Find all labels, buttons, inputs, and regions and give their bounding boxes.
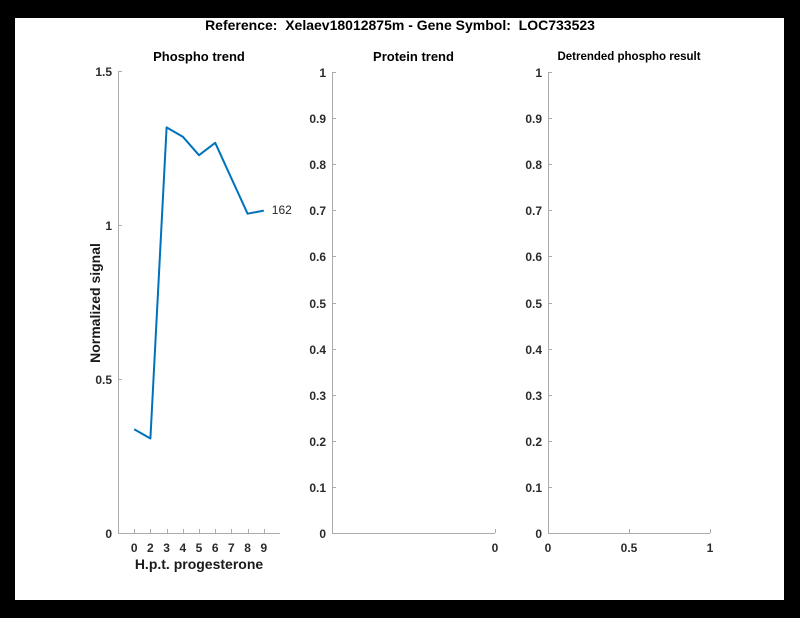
y-tick-label: 0.4	[525, 342, 542, 357]
y-tick-label: 0.7	[525, 204, 542, 219]
y-tick-label: 0.5	[95, 373, 112, 387]
y-tick-label: 0.4	[309, 342, 326, 357]
y-tick-label: 0.5	[309, 296, 326, 311]
subplot-title: Phospho trend	[153, 49, 245, 64]
y-tick-mark	[332, 210, 336, 212]
x-tick-mark	[166, 529, 168, 533]
subplot-title: Protein trend	[373, 49, 454, 64]
y-tick-mark	[118, 533, 122, 534]
y-tick-label: 0.1	[309, 480, 326, 495]
x-axis-label: H.p.t. progesterone	[134, 556, 264, 572]
y-tick-label: 0.1	[525, 480, 542, 495]
y-tick-mark	[548, 348, 552, 350]
y-tick-label: 0.3	[309, 388, 326, 403]
y-tick-label: 0.8	[309, 158, 326, 173]
y-tick-mark	[548, 210, 552, 212]
x-tick-mark	[247, 529, 249, 533]
axes-box	[332, 73, 495, 534]
y-tick-mark	[332, 302, 336, 304]
y-tick-label: 0.2	[309, 434, 326, 449]
y-tick-label: 0.8	[525, 158, 542, 173]
y-tick-label: 0.5	[525, 296, 542, 311]
axes-box	[548, 73, 710, 534]
y-tick-mark	[332, 440, 336, 442]
y-tick-mark	[118, 224, 122, 226]
x-tick-label: 2	[147, 541, 154, 555]
y-tick-label: 0.6	[309, 250, 326, 265]
x-tick-mark	[548, 529, 549, 533]
x-tick-label: 9	[260, 541, 268, 555]
series-end-label: 162	[271, 203, 292, 218]
x-tick-mark	[215, 529, 217, 533]
y-tick-label: 0.9	[309, 112, 326, 127]
x-tick-label: 5	[195, 541, 203, 555]
y-tick-mark	[548, 486, 552, 488]
x-tick-mark	[199, 529, 200, 533]
x-tick-label: 0	[544, 541, 552, 555]
x-tick-label: 4	[179, 541, 187, 555]
x-tick-mark	[710, 529, 711, 533]
y-tick-mark	[332, 486, 336, 488]
y-tick-label: 0.9	[525, 112, 542, 127]
y-tick-label: 0.2	[525, 434, 542, 449]
axes-box	[118, 72, 280, 534]
y-tick-mark	[332, 533, 336, 534]
x-tick-label: 6	[211, 541, 219, 555]
y-axis-label: Normalized signal	[87, 243, 103, 363]
y-tick-mark	[548, 164, 552, 166]
x-tick-mark	[150, 529, 152, 533]
y-tick-mark	[332, 348, 336, 350]
figure-title: Reference: Xelaev18012875m - Gene Symbol…	[205, 17, 595, 33]
x-tick-mark	[263, 529, 265, 533]
x-tick-mark	[629, 529, 630, 533]
y-tick-label: 0	[105, 527, 112, 541]
y-tick-label: 0.6	[525, 250, 542, 265]
trend-polyline	[133, 126, 264, 440]
y-tick-mark	[548, 394, 552, 396]
x-tick-label: 0.5	[620, 541, 638, 555]
y-tick-mark	[548, 256, 552, 258]
y-tick-label: 1	[535, 66, 542, 80]
y-tick-mark	[332, 394, 336, 396]
x-tick-mark	[231, 529, 233, 533]
y-tick-label: 1.5	[95, 65, 112, 79]
y-tick-mark	[548, 440, 552, 442]
x-tick-label: 0	[130, 541, 138, 555]
y-tick-label: 1	[319, 66, 326, 80]
y-tick-mark	[548, 72, 552, 73]
y-tick-mark	[118, 71, 122, 72]
y-tick-mark	[332, 72, 336, 73]
y-tick-label: 0.7	[309, 204, 326, 219]
y-tick-mark	[332, 256, 336, 258]
y-tick-label: 0	[319, 527, 326, 541]
x-tick-label: 8	[244, 541, 251, 555]
x-tick-label: 0	[491, 541, 499, 555]
y-tick-mark	[332, 118, 336, 120]
y-tick-mark	[548, 533, 552, 534]
y-tick-label: 0.3	[525, 388, 542, 403]
x-tick-mark	[182, 529, 184, 533]
x-tick-mark	[134, 529, 136, 533]
y-tick-mark	[332, 164, 336, 166]
x-tick-label: 3	[163, 541, 170, 555]
y-tick-label: 1	[105, 218, 112, 233]
y-tick-mark	[548, 302, 552, 304]
subplot-title: Detrended phospho result	[557, 51, 701, 63]
x-tick-label: 1	[706, 541, 714, 555]
y-tick-mark	[118, 379, 122, 380]
y-tick-label: 0	[535, 527, 542, 541]
y-tick-mark	[548, 118, 552, 120]
x-tick-label: 7	[228, 541, 235, 555]
phospho-trend-line	[133, 126, 264, 440]
x-tick-mark	[495, 529, 496, 533]
